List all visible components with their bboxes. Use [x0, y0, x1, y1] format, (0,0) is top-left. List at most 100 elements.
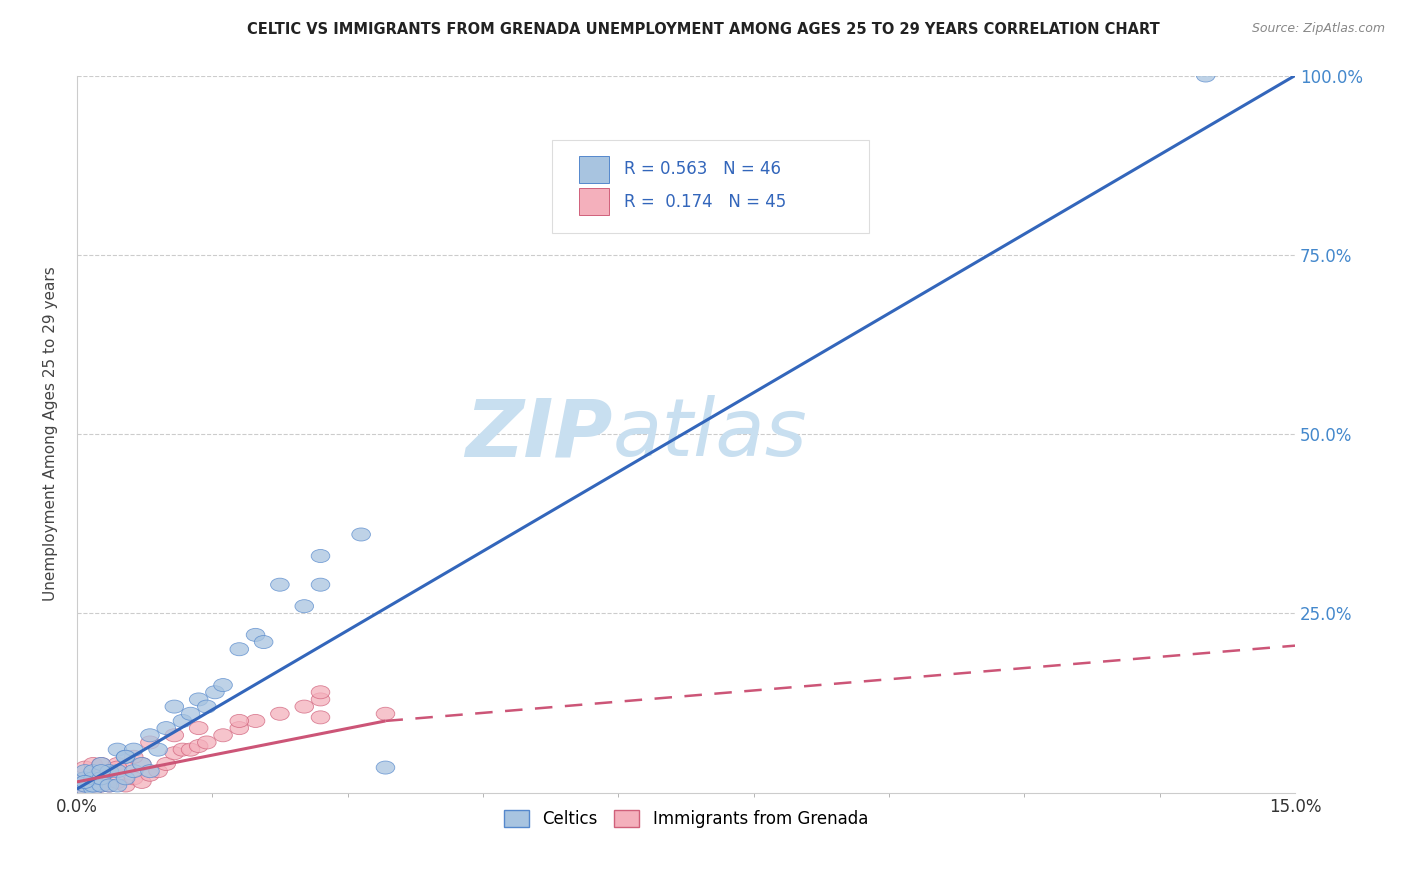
- Ellipse shape: [91, 779, 111, 792]
- Ellipse shape: [132, 757, 152, 771]
- Ellipse shape: [100, 764, 118, 778]
- Ellipse shape: [76, 775, 94, 789]
- Ellipse shape: [124, 764, 143, 778]
- Ellipse shape: [377, 761, 395, 774]
- FancyBboxPatch shape: [579, 188, 609, 215]
- Ellipse shape: [231, 722, 249, 735]
- Ellipse shape: [173, 743, 191, 756]
- Ellipse shape: [141, 768, 159, 781]
- Ellipse shape: [311, 549, 330, 563]
- Ellipse shape: [214, 679, 232, 691]
- Ellipse shape: [108, 779, 127, 792]
- Ellipse shape: [157, 722, 176, 735]
- Ellipse shape: [91, 757, 111, 771]
- Ellipse shape: [84, 779, 103, 792]
- Ellipse shape: [157, 757, 176, 771]
- Ellipse shape: [91, 772, 111, 785]
- Ellipse shape: [165, 747, 184, 760]
- Ellipse shape: [205, 686, 224, 698]
- Ellipse shape: [190, 693, 208, 706]
- Ellipse shape: [270, 707, 290, 721]
- Ellipse shape: [100, 779, 118, 792]
- Ellipse shape: [141, 764, 159, 778]
- Ellipse shape: [84, 779, 103, 792]
- Ellipse shape: [76, 782, 94, 796]
- Ellipse shape: [84, 764, 103, 778]
- Ellipse shape: [132, 757, 152, 771]
- Ellipse shape: [1197, 69, 1215, 82]
- Ellipse shape: [141, 736, 159, 749]
- Ellipse shape: [311, 686, 330, 698]
- Ellipse shape: [108, 764, 127, 778]
- Ellipse shape: [311, 693, 330, 706]
- Ellipse shape: [165, 700, 184, 713]
- Ellipse shape: [76, 779, 94, 792]
- Ellipse shape: [117, 761, 135, 774]
- FancyBboxPatch shape: [579, 156, 609, 183]
- Ellipse shape: [117, 750, 135, 764]
- Ellipse shape: [76, 761, 94, 774]
- Text: Source: ZipAtlas.com: Source: ZipAtlas.com: [1251, 22, 1385, 36]
- Ellipse shape: [190, 722, 208, 735]
- Ellipse shape: [108, 743, 127, 756]
- Ellipse shape: [84, 757, 103, 771]
- Ellipse shape: [76, 775, 94, 789]
- Ellipse shape: [124, 772, 143, 785]
- Ellipse shape: [231, 643, 249, 656]
- Ellipse shape: [295, 599, 314, 613]
- Ellipse shape: [214, 729, 232, 742]
- Ellipse shape: [84, 782, 103, 796]
- Ellipse shape: [117, 779, 135, 792]
- Ellipse shape: [100, 779, 118, 792]
- Ellipse shape: [76, 782, 94, 796]
- Ellipse shape: [84, 772, 103, 785]
- Text: CELTIC VS IMMIGRANTS FROM GRENADA UNEMPLOYMENT AMONG AGES 25 TO 29 YEARS CORRELA: CELTIC VS IMMIGRANTS FROM GRENADA UNEMPL…: [246, 22, 1160, 37]
- Ellipse shape: [181, 743, 200, 756]
- Ellipse shape: [91, 764, 111, 778]
- Text: R = 0.563   N = 46: R = 0.563 N = 46: [624, 161, 780, 178]
- Text: ZIP: ZIP: [465, 395, 613, 473]
- Ellipse shape: [76, 772, 94, 785]
- Ellipse shape: [295, 700, 314, 713]
- Ellipse shape: [197, 736, 217, 749]
- Ellipse shape: [270, 578, 290, 591]
- Ellipse shape: [352, 528, 370, 541]
- Ellipse shape: [246, 628, 264, 641]
- Ellipse shape: [91, 779, 111, 792]
- Ellipse shape: [149, 764, 167, 778]
- Ellipse shape: [141, 729, 159, 742]
- Ellipse shape: [311, 711, 330, 724]
- Ellipse shape: [190, 739, 208, 753]
- Legend: Celtics, Immigrants from Grenada: Celtics, Immigrants from Grenada: [498, 803, 875, 835]
- Ellipse shape: [197, 700, 217, 713]
- Ellipse shape: [165, 729, 184, 742]
- Y-axis label: Unemployment Among Ages 25 to 29 years: Unemployment Among Ages 25 to 29 years: [44, 267, 58, 601]
- Ellipse shape: [117, 750, 135, 764]
- Ellipse shape: [76, 779, 94, 792]
- Ellipse shape: [91, 772, 111, 785]
- Ellipse shape: [377, 707, 395, 721]
- Ellipse shape: [76, 764, 94, 778]
- Ellipse shape: [254, 635, 273, 648]
- Ellipse shape: [91, 768, 111, 781]
- Text: atlas: atlas: [613, 395, 807, 473]
- Ellipse shape: [124, 743, 143, 756]
- FancyBboxPatch shape: [553, 140, 869, 234]
- Ellipse shape: [124, 750, 143, 764]
- Ellipse shape: [108, 761, 127, 774]
- Text: R =  0.174   N = 45: R = 0.174 N = 45: [624, 193, 786, 211]
- Ellipse shape: [100, 764, 118, 778]
- Ellipse shape: [84, 782, 103, 796]
- Ellipse shape: [108, 757, 127, 771]
- Ellipse shape: [76, 772, 94, 785]
- Ellipse shape: [84, 772, 103, 785]
- Ellipse shape: [149, 743, 167, 756]
- Ellipse shape: [231, 714, 249, 728]
- Ellipse shape: [76, 775, 94, 789]
- Ellipse shape: [181, 707, 200, 721]
- Ellipse shape: [311, 578, 330, 591]
- Ellipse shape: [173, 714, 191, 728]
- Ellipse shape: [117, 772, 135, 785]
- Ellipse shape: [132, 775, 152, 789]
- Ellipse shape: [91, 757, 111, 771]
